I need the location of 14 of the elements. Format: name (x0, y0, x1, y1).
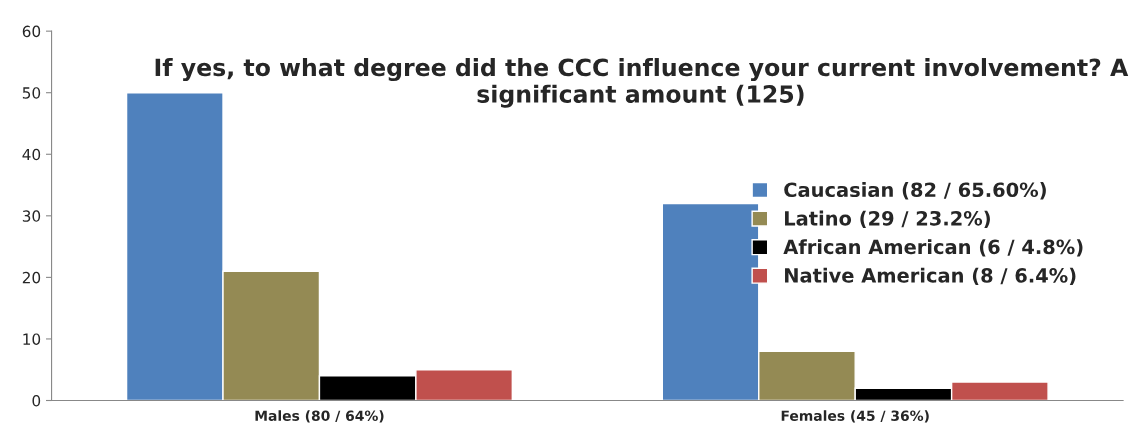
text: If yes, to what degree did the CCC influence your current involvement? A significant amount (125) (155, 58, 1129, 108)
y-tick-label: 0 (32, 394, 41, 407)
y-tick-label: 50 (22, 87, 41, 99)
y-tick-label: 10 (23, 333, 41, 345)
y-tick-label: 40 (22, 148, 41, 161)
y-tick-label: 20 (22, 271, 41, 284)
legend-label: Latino (29 / 23.2%) (785, 210, 990, 228)
x-tick-label: Females (45 / 36%) (781, 410, 929, 423)
y-tick-label: 30 (22, 210, 41, 222)
legend-label: African American (6 / 4.8%) (783, 239, 1083, 257)
x-tick-label: Males (80 / 64%) (255, 410, 384, 423)
legend-label: Native American (8 / 6.4%) (785, 267, 1076, 286)
y-tick-label: 60 (22, 25, 41, 38)
legend-label: Caucasian (82 / 65.60%) (784, 182, 1046, 200)
